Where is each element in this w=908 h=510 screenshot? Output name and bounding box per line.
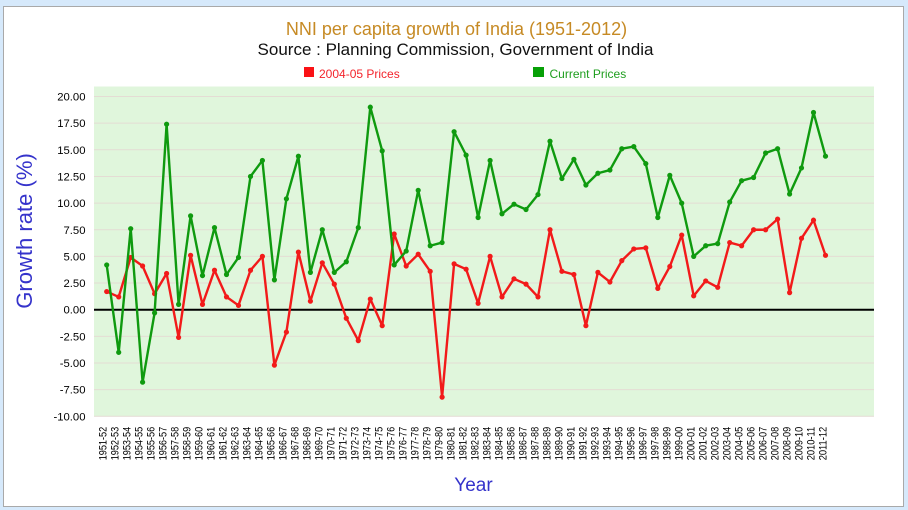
svg-text:1954-55: 1954-55 [134, 427, 146, 461]
svg-text:-2.50: -2.50 [60, 331, 86, 343]
svg-text:1962-63: 1962-63 [230, 427, 242, 461]
svg-text:1960-61: 1960-61 [206, 427, 218, 461]
svg-text:-7.50: -7.50 [60, 385, 86, 397]
svg-text:1999-00: 1999-00 [674, 427, 686, 461]
svg-text:1977-78: 1977-78 [410, 427, 422, 461]
svg-text:1985-86: 1985-86 [506, 427, 518, 461]
svg-text:1990-91: 1990-91 [566, 427, 578, 461]
svg-text:1971-72: 1971-72 [338, 427, 350, 461]
svg-text:2009-10: 2009-10 [794, 427, 806, 461]
svg-text:-10.00: -10.00 [53, 411, 85, 423]
svg-text:1972-73: 1972-73 [350, 427, 362, 461]
svg-text:1989-90: 1989-90 [554, 427, 566, 461]
svg-text:1980-81: 1980-81 [446, 427, 458, 461]
svg-text:1961-62: 1961-62 [218, 427, 230, 461]
svg-text:1959-60: 1959-60 [194, 427, 206, 461]
svg-text:2003-04: 2003-04 [722, 427, 734, 461]
svg-text:1964-65: 1964-65 [254, 427, 266, 461]
svg-text:1953-54: 1953-54 [122, 427, 134, 461]
svg-text:1973-74: 1973-74 [362, 427, 374, 461]
svg-text:1992-93: 1992-93 [590, 427, 602, 461]
svg-text:2006-07: 2006-07 [758, 427, 770, 461]
svg-text:0.00: 0.00 [64, 305, 86, 317]
svg-text:1983-84: 1983-84 [482, 427, 494, 461]
svg-text:1979-80: 1979-80 [434, 427, 446, 461]
svg-text:2.50: 2.50 [64, 278, 86, 290]
svg-text:2002-03: 2002-03 [710, 427, 722, 461]
svg-text:2001-02: 2001-02 [698, 427, 710, 461]
svg-text:1957-58: 1957-58 [170, 427, 182, 461]
svg-text:1963-64: 1963-64 [242, 427, 254, 461]
svg-text:1988-89: 1988-89 [542, 427, 554, 461]
svg-text:2008-09: 2008-09 [782, 427, 794, 461]
svg-text:12.50: 12.50 [57, 171, 85, 183]
svg-text:2000-01: 2000-01 [686, 427, 698, 461]
svg-text:1982-83: 1982-83 [470, 427, 482, 461]
svg-text:1966-67: 1966-67 [278, 427, 290, 461]
svg-text:2010-11: 2010-11 [806, 427, 818, 461]
svg-text:1994-95: 1994-95 [614, 427, 626, 461]
svg-text:2005-06: 2005-06 [746, 427, 758, 461]
svg-text:1975-76: 1975-76 [386, 427, 398, 461]
svg-text:1976-77: 1976-77 [398, 427, 410, 461]
svg-text:2007-08: 2007-08 [770, 427, 782, 461]
svg-text:1968-69: 1968-69 [302, 427, 314, 461]
svg-text:1993-94: 1993-94 [602, 427, 614, 461]
svg-text:10.00: 10.00 [57, 198, 85, 210]
svg-text:1997-98: 1997-98 [650, 427, 662, 461]
svg-text:17.50: 17.50 [57, 118, 85, 130]
svg-text:1951-52: 1951-52 [98, 427, 110, 461]
svg-text:1987-88: 1987-88 [530, 427, 542, 461]
svg-text:20.00: 20.00 [57, 92, 85, 104]
svg-text:15.00: 15.00 [57, 145, 85, 157]
svg-text:1996-97: 1996-97 [638, 427, 650, 461]
svg-text:1995-96: 1995-96 [626, 427, 638, 461]
svg-text:1955-56: 1955-56 [146, 427, 158, 461]
svg-text:7.50: 7.50 [64, 225, 86, 237]
svg-text:1998-99: 1998-99 [662, 427, 674, 461]
svg-text:1991-92: 1991-92 [578, 427, 590, 461]
svg-text:1970-71: 1970-71 [326, 427, 338, 461]
svg-text:1974-75: 1974-75 [374, 427, 386, 461]
svg-text:5.00: 5.00 [64, 251, 86, 263]
svg-text:2011-12: 2011-12 [818, 427, 830, 461]
svg-text:2004-05: 2004-05 [734, 427, 746, 461]
svg-text:1984-85: 1984-85 [494, 427, 506, 461]
svg-text:1965-66: 1965-66 [266, 427, 278, 461]
svg-text:1967-68: 1967-68 [290, 427, 302, 461]
svg-text:1952-53: 1952-53 [110, 427, 122, 461]
svg-text:-5.00: -5.00 [60, 358, 86, 370]
svg-text:1978-79: 1978-79 [422, 427, 434, 461]
svg-text:1986-87: 1986-87 [518, 427, 530, 461]
svg-text:1958-59: 1958-59 [182, 427, 194, 461]
svg-text:1981-82: 1981-82 [458, 427, 470, 461]
svg-text:1969-70: 1969-70 [314, 427, 326, 461]
svg-text:1956-57: 1956-57 [158, 427, 170, 461]
